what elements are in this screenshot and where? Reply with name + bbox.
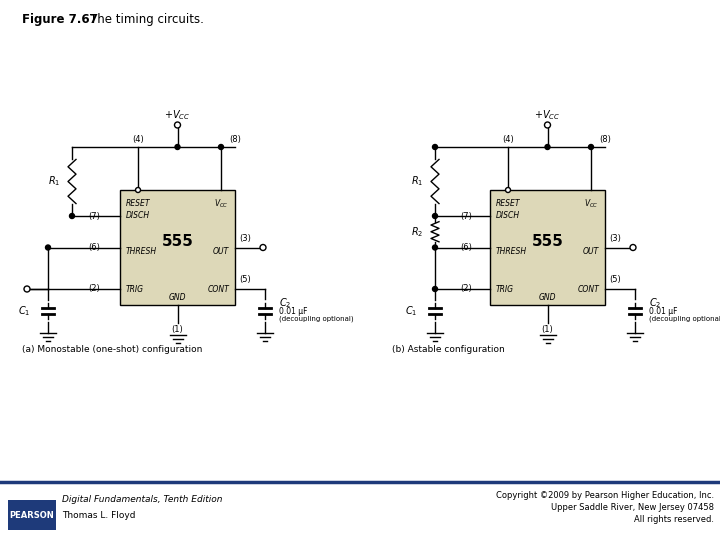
Circle shape xyxy=(174,122,181,128)
Circle shape xyxy=(545,145,550,150)
Circle shape xyxy=(45,245,50,250)
Text: (6): (6) xyxy=(88,243,100,252)
Circle shape xyxy=(544,122,551,128)
Text: $C_2$: $C_2$ xyxy=(279,296,292,310)
Text: GND: GND xyxy=(168,294,186,302)
Circle shape xyxy=(630,245,636,251)
Text: $+V_{CC}$: $+V_{CC}$ xyxy=(534,108,561,122)
Circle shape xyxy=(588,145,593,150)
Text: (8): (8) xyxy=(229,135,241,144)
Text: $R_1$: $R_1$ xyxy=(410,174,423,188)
Circle shape xyxy=(70,213,74,219)
Circle shape xyxy=(505,187,510,192)
Circle shape xyxy=(218,145,223,150)
Text: $R_1$: $R_1$ xyxy=(48,174,60,188)
Text: Digital Fundamentals, Tenth Edition: Digital Fundamentals, Tenth Edition xyxy=(62,496,222,504)
Text: (8): (8) xyxy=(599,135,611,144)
Bar xyxy=(490,190,605,305)
Text: (7): (7) xyxy=(88,212,100,220)
Bar xyxy=(8,500,56,530)
Text: 555: 555 xyxy=(531,234,564,249)
Text: 555: 555 xyxy=(161,234,194,249)
Circle shape xyxy=(433,145,438,150)
Text: TRIG: TRIG xyxy=(126,285,144,294)
Text: (4): (4) xyxy=(502,135,514,144)
Text: Figure 7.67: Figure 7.67 xyxy=(22,13,98,26)
Text: CONT: CONT xyxy=(207,285,229,294)
Text: All rights reserved.: All rights reserved. xyxy=(634,516,714,524)
Text: (b) Astable configuration: (b) Astable configuration xyxy=(392,345,505,354)
Text: TRIG: TRIG xyxy=(496,285,514,294)
Text: (2): (2) xyxy=(460,285,472,294)
Text: THRESH: THRESH xyxy=(126,247,157,256)
Text: $R_2$: $R_2$ xyxy=(410,225,423,239)
Text: $C_2$: $C_2$ xyxy=(649,296,662,310)
Text: OUT: OUT xyxy=(212,247,229,256)
Circle shape xyxy=(135,187,140,192)
Text: 0.01 μF: 0.01 μF xyxy=(279,307,307,315)
Text: $V_{CC}$: $V_{CC}$ xyxy=(215,198,229,210)
Bar xyxy=(120,190,235,305)
Bar xyxy=(0,482,720,540)
Text: Copyright ©2009 by Pearson Higher Education, Inc.: Copyright ©2009 by Pearson Higher Educat… xyxy=(496,491,714,501)
Text: (6): (6) xyxy=(460,243,472,252)
Circle shape xyxy=(260,245,266,251)
Text: $C_1$: $C_1$ xyxy=(405,304,417,318)
Text: RESET: RESET xyxy=(126,199,150,208)
Text: The timing circuits.: The timing circuits. xyxy=(90,13,204,26)
Text: GND: GND xyxy=(539,294,557,302)
Text: 0.01 μF: 0.01 μF xyxy=(649,307,678,315)
Text: (3): (3) xyxy=(239,233,251,242)
Text: Thomas L. Floyd: Thomas L. Floyd xyxy=(62,511,135,521)
Text: OUT: OUT xyxy=(582,247,599,256)
Text: (4): (4) xyxy=(132,135,144,144)
Text: (decoupling optional): (decoupling optional) xyxy=(279,316,354,322)
Text: (1): (1) xyxy=(541,325,554,334)
Text: (1): (1) xyxy=(171,325,184,334)
Text: $+V_{CC}$: $+V_{CC}$ xyxy=(164,108,191,122)
Text: $C_1$: $C_1$ xyxy=(17,304,30,318)
Text: Upper Saddle River, New Jersey 07458: Upper Saddle River, New Jersey 07458 xyxy=(551,503,714,512)
Text: PEARSON: PEARSON xyxy=(9,510,55,519)
Text: THRESH: THRESH xyxy=(496,247,527,256)
Text: (3): (3) xyxy=(609,233,621,242)
Text: (a) Monostable (one-shot) configuration: (a) Monostable (one-shot) configuration xyxy=(22,345,202,354)
Text: (2): (2) xyxy=(89,285,100,294)
Text: CONT: CONT xyxy=(577,285,599,294)
Text: (decoupling optional): (decoupling optional) xyxy=(649,316,720,322)
Text: (7): (7) xyxy=(460,212,472,220)
Text: $V_{CC}$: $V_{CC}$ xyxy=(585,198,599,210)
Text: DISCH: DISCH xyxy=(496,212,520,220)
Circle shape xyxy=(433,245,438,250)
Text: RESET: RESET xyxy=(496,199,521,208)
Text: DISCH: DISCH xyxy=(126,212,150,220)
Circle shape xyxy=(175,145,180,150)
Text: (5): (5) xyxy=(609,275,621,284)
Circle shape xyxy=(433,287,438,292)
Text: (5): (5) xyxy=(239,275,251,284)
Circle shape xyxy=(433,213,438,219)
Circle shape xyxy=(24,286,30,292)
